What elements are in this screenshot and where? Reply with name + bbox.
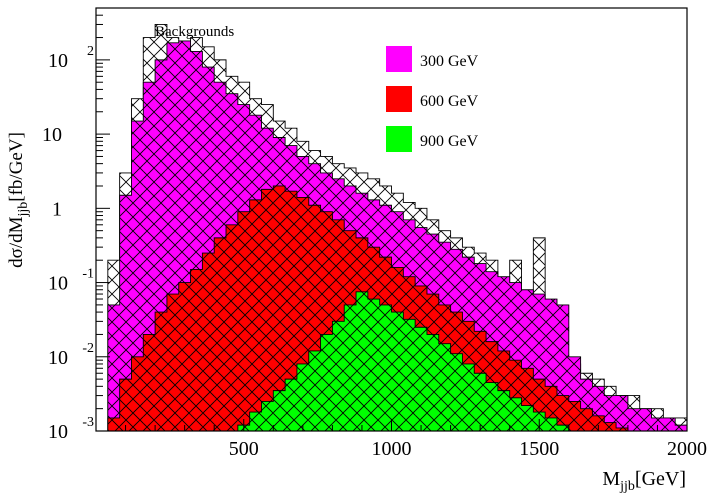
- bar-hatch: [356, 291, 369, 431]
- bar-hatch: [391, 312, 404, 431]
- bar-hatch: [107, 417, 120, 431]
- legend: 300 GeV 600 GeV 900 GeV: [386, 46, 479, 152]
- bar-hatch: [131, 356, 144, 431]
- bar-hatch: [616, 427, 629, 431]
- bar-hatch: [556, 425, 570, 431]
- y-tick-label: 1: [52, 198, 62, 220]
- legend-swatch: [386, 126, 412, 152]
- bar-hatch: [261, 401, 274, 431]
- bar-hatch: [651, 417, 664, 431]
- bar-hatch: [367, 299, 380, 431]
- bar-hatch: [426, 334, 440, 431]
- bar-hatch: [521, 405, 534, 431]
- y-tick-label: 10: [48, 50, 68, 72]
- bar-hatch: [285, 191, 298, 431]
- annotation-backgrounds: Backgrounds: [155, 24, 234, 40]
- bar-hatch: [202, 253, 215, 431]
- series-outline: [107, 291, 687, 431]
- bar-hatch: [604, 422, 617, 431]
- bar-hatch: [237, 211, 250, 431]
- bar-hatch: [320, 334, 333, 431]
- bar-hatch: [143, 334, 156, 431]
- bar-hatch: [379, 304, 392, 431]
- bar-hatch: [627, 408, 641, 431]
- y-axis: 10 -3 10 -2 10 -1 1 10 10 2: [42, 7, 110, 443]
- bar-hatch: [556, 395, 570, 431]
- bar-hatch: [285, 379, 298, 431]
- y-tick-label: 10: [42, 124, 62, 146]
- bar-hatch: [592, 415, 605, 431]
- y-tick-label: 10: [48, 421, 68, 443]
- bar-hatch: [166, 294, 180, 431]
- bar-hatch: [296, 363, 310, 431]
- bar-hatch: [545, 417, 558, 431]
- bar-hatch: [131, 121, 144, 431]
- bar-hatch: [639, 408, 652, 431]
- bar-hatch: [273, 390, 286, 431]
- bar-hatch: [675, 425, 687, 431]
- bar-hatch: [616, 395, 629, 431]
- x-axis: 500 1000 1500 2000: [125, 419, 707, 460]
- y-tick-label: 10: [48, 347, 68, 369]
- bar-hatch: [415, 327, 428, 431]
- bar-hatch: [261, 189, 274, 431]
- x-axis-label: Mjjb[GeV]: [602, 468, 686, 494]
- bar-hatch: [107, 304, 120, 431]
- legend-swatch: [386, 86, 412, 112]
- x-tick-label: 500: [229, 438, 259, 460]
- y-tick-exponent: 2: [87, 44, 94, 59]
- bar-hatch: [119, 379, 132, 431]
- bar-hatch: [580, 408, 593, 431]
- bar-hatch: [249, 199, 262, 431]
- bar-hatch: [214, 237, 227, 431]
- series-900-gev: [107, 291, 687, 431]
- bar-hatch: [438, 343, 451, 431]
- y-tick-exponent: -3: [82, 415, 94, 430]
- legend-swatch: [386, 46, 412, 72]
- legend-label: 300 GeV: [420, 53, 479, 70]
- x-tick-label: 1000: [372, 438, 412, 460]
- bar-hatch: [226, 224, 239, 431]
- series-layer: [107, 24, 687, 431]
- bar-hatch: [273, 185, 286, 431]
- bar-hatch: [663, 417, 676, 431]
- bar-hatch: [344, 304, 357, 431]
- y-tick-label: 10: [48, 273, 68, 295]
- bar-hatch: [450, 353, 463, 431]
- bar-hatch: [497, 390, 510, 431]
- y-tick-exponent: -2: [82, 341, 94, 356]
- series-outline: [107, 40, 687, 431]
- bar-hatch: [486, 382, 499, 431]
- bar-hatch: [249, 412, 262, 431]
- bar-hatch: [178, 282, 191, 431]
- bar-hatch: [474, 373, 487, 431]
- bar-hatch: [155, 312, 168, 431]
- legend-label: 600 GeV: [420, 93, 479, 110]
- x-tick-label: 1500: [519, 438, 559, 460]
- bar-hatch: [509, 397, 522, 431]
- bar-hatch: [403, 319, 416, 431]
- x-tick-label: 2000: [667, 438, 707, 460]
- series-outline: [107, 185, 687, 431]
- y-axis-label: dσ/dMjjb[fb/GeV]: [6, 132, 31, 268]
- bar-hatch: [675, 417, 687, 431]
- bar-hatch: [119, 195, 132, 431]
- bar-hatch: [332, 321, 345, 431]
- bar-hatch: [462, 363, 475, 431]
- bar-hatch: [568, 401, 581, 431]
- bar-hatch: [190, 269, 203, 431]
- y-tick-exponent: -1: [82, 267, 94, 282]
- legend-label: 900 GeV: [420, 133, 479, 150]
- bar-hatch: [308, 350, 321, 431]
